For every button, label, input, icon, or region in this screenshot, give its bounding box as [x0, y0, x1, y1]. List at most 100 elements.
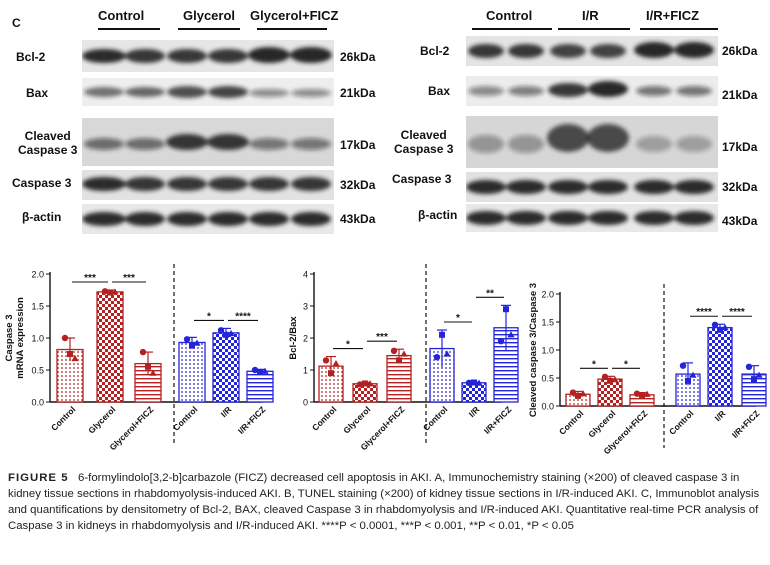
- data-point: [439, 331, 445, 338]
- y-axis-label: Caspase 3mRNA expression: [4, 297, 26, 379]
- data-point: [443, 350, 451, 357]
- significance-label: ***: [84, 273, 96, 284]
- blot-row-label: Bax: [26, 86, 49, 100]
- kda-label: 17kDa: [722, 140, 758, 154]
- data-point: [569, 389, 577, 396]
- x-tick-label: Control: [171, 404, 199, 432]
- kda-label: 43kDa: [722, 214, 758, 228]
- data-point: [611, 376, 619, 383]
- significance-label: *: [207, 311, 211, 322]
- y-tick-label: 1: [303, 366, 308, 376]
- data-point: [193, 339, 201, 346]
- blot-row-label: Bcl-2: [16, 50, 46, 64]
- data-point: [643, 390, 651, 397]
- x-tick-label: I/R+FICZ: [482, 404, 514, 436]
- data-point: [721, 324, 729, 331]
- kda-label: 26kDa: [340, 50, 376, 64]
- data-point: [257, 368, 263, 375]
- data-point: [390, 347, 398, 354]
- y-tick-label: 1.0: [541, 346, 554, 356]
- data-point: [601, 373, 609, 381]
- data-point: [607, 377, 613, 384]
- kda-label: 21kDa: [340, 86, 376, 100]
- data-point: [332, 360, 340, 367]
- blot-row-label: β-actin: [418, 208, 458, 222]
- data-point: [71, 354, 79, 362]
- group-underline: [472, 28, 552, 30]
- data-point: [328, 370, 334, 377]
- data-point: [356, 381, 364, 388]
- y-tick-label: 4: [303, 270, 308, 280]
- blot-group-control: Control: [486, 8, 533, 23]
- data-point: [755, 371, 763, 378]
- x-tick-label: Glycerol: [586, 408, 617, 439]
- x-tick-label: I/R: [219, 404, 234, 419]
- data-point: [366, 380, 374, 387]
- blot-bands-right: [466, 36, 718, 232]
- x-tick-label: I/R: [467, 404, 482, 419]
- blot-group-glycerol: Glycerol: [183, 8, 236, 23]
- x-tick-label: I/R+FICZ: [236, 404, 268, 436]
- caption-text: 6-formylindolo[3,2-b]carbazole (FICZ) de…: [8, 472, 760, 532]
- data-point: [107, 289, 113, 296]
- blot-group-ir: I/R: [582, 8, 599, 23]
- data-point: [227, 329, 235, 337]
- blot-group-control: Control: [98, 8, 145, 23]
- data-point: [685, 377, 691, 384]
- y-tick-label: 1.0: [31, 334, 44, 344]
- blot-group-glycerol-ficz: Glycerol+FICZ: [250, 8, 339, 23]
- data-point: [471, 379, 477, 386]
- x-tick-label: Control: [310, 404, 338, 432]
- blot-row-label: Caspase 3: [392, 172, 452, 186]
- y-tick-label: 0.5: [31, 366, 44, 376]
- data-point: [251, 366, 259, 374]
- blot-bands-left: [82, 40, 334, 234]
- bar: [246, 370, 274, 403]
- data-point: [465, 379, 473, 386]
- data-point: [503, 306, 509, 313]
- y-tick-label: 1.5: [541, 318, 554, 328]
- group-underline: [98, 28, 160, 30]
- data-point: [362, 380, 368, 387]
- group-underline: [178, 28, 240, 30]
- bar: [352, 383, 378, 403]
- significance-label: *: [346, 340, 350, 351]
- data-point: [139, 348, 147, 356]
- chart-caspase3-mrna: 0.0 0.5 1.0 1.5 2.0 Caspase 3mRNA expression C…: [4, 264, 274, 452]
- y-tick-label: 2.0: [31, 270, 44, 280]
- y-tick-label: 3: [303, 302, 308, 312]
- kda-label: 26kDa: [722, 44, 758, 58]
- kda-label: 17kDa: [340, 138, 376, 152]
- kda-label: 43kDa: [340, 212, 376, 226]
- x-tick-label: Control: [421, 404, 449, 432]
- data-point: [322, 357, 330, 364]
- data-point: [639, 392, 645, 399]
- y-tick-label: 0: [303, 398, 308, 408]
- data-point: [396, 357, 402, 364]
- kda-label: 21kDa: [722, 88, 758, 102]
- data-point: [497, 338, 505, 345]
- x-tick-label: Glycerol: [86, 404, 117, 435]
- blot-row-label: Bax: [428, 84, 451, 98]
- panel-letter: C: [12, 16, 21, 30]
- data-point: [149, 369, 157, 376]
- y-tick-label: 1.5: [31, 302, 44, 312]
- kda-label: 32kDa: [340, 178, 376, 192]
- data-point: [223, 331, 229, 338]
- data-point: [217, 327, 225, 334]
- significance-label: ***: [376, 332, 388, 343]
- x-tick-label: Control: [49, 404, 77, 432]
- data-point: [400, 350, 408, 357]
- significance-label: *: [624, 359, 628, 370]
- y-axis-label: Cleaved caspase 3/Caspase 3: [528, 283, 539, 417]
- blot-row-label: Caspase 3: [12, 176, 72, 190]
- x-tick-label: I/R+FICZ: [730, 408, 762, 440]
- y-tick-label: 0.0: [541, 402, 554, 412]
- figure-label: FIGURE 5: [8, 472, 69, 484]
- blot-row-label: Cleaved Caspase 3: [18, 129, 78, 157]
- group-underline: [640, 28, 718, 30]
- y-tick-label: 2.0: [541, 290, 554, 300]
- x-tick-label: Control: [667, 408, 695, 436]
